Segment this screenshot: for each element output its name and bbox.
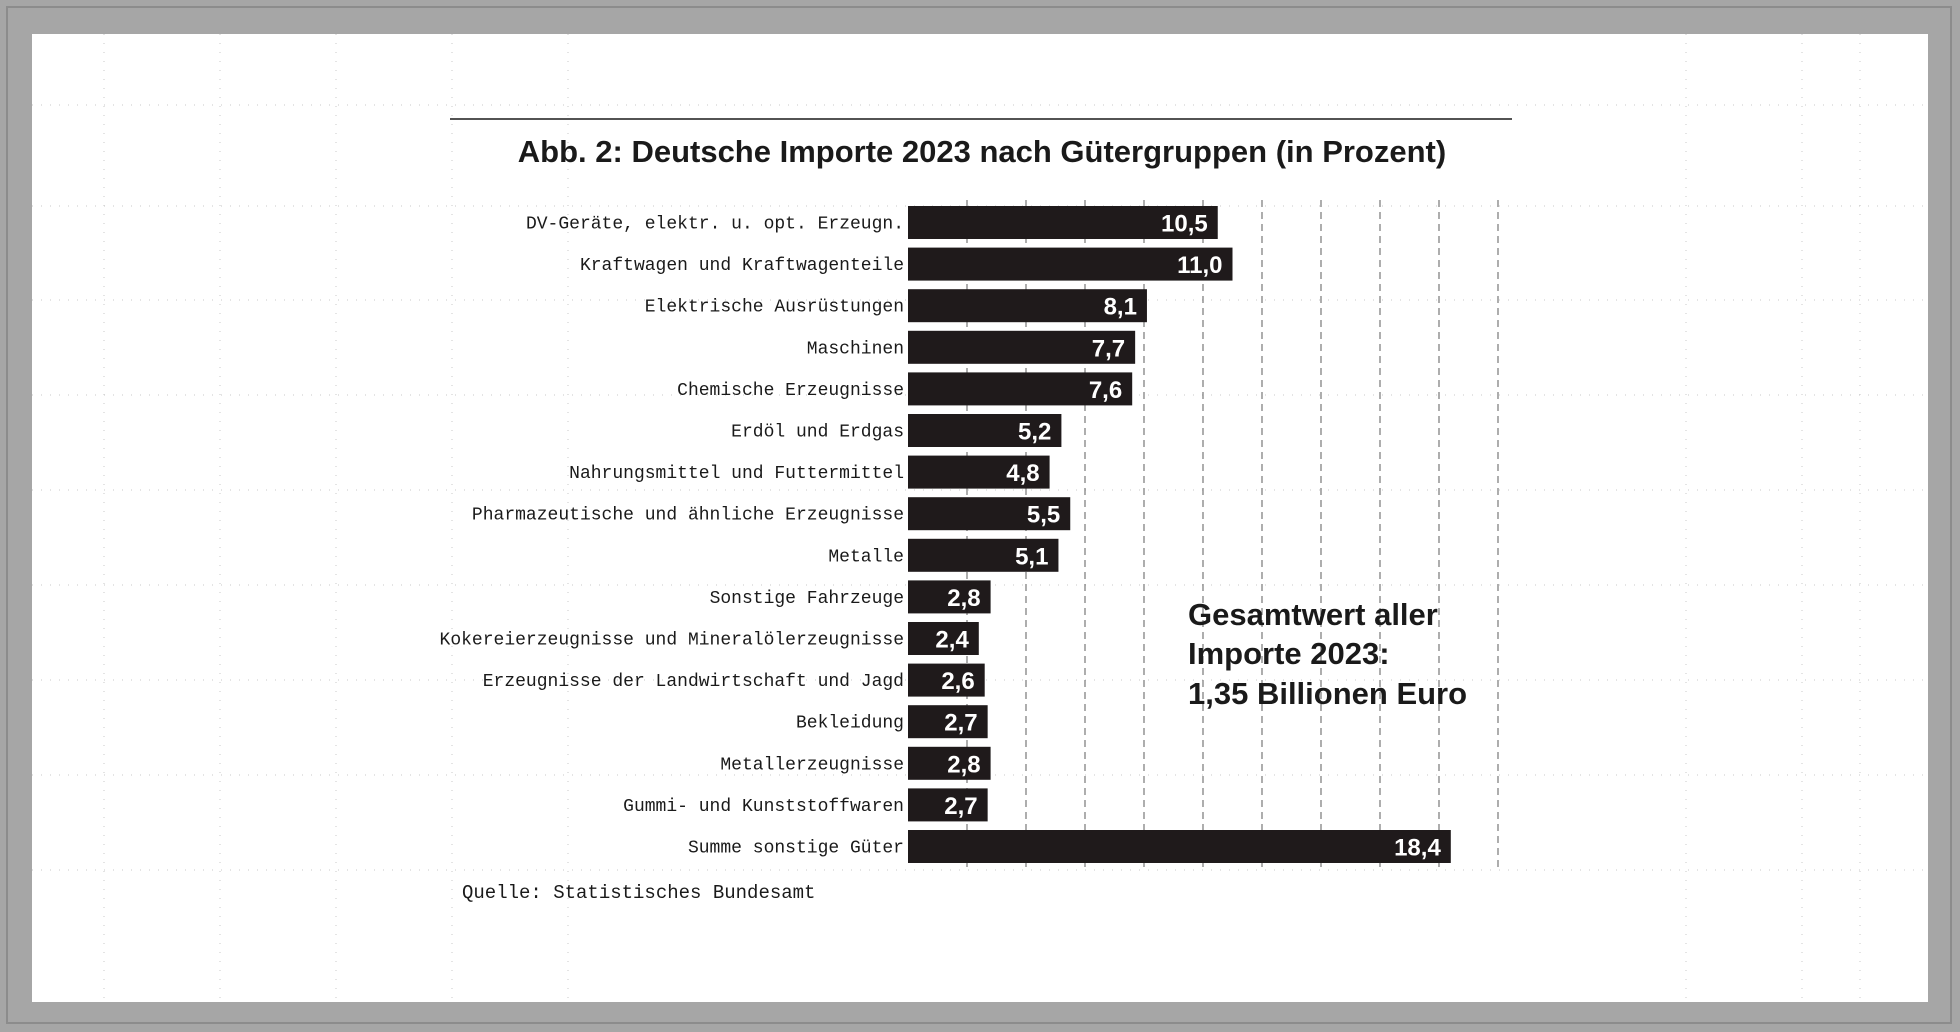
value-labels: 10,5 11,0 8,1 7,7 7,6 5,2 4,8 5,5 5,1 2,8 2,4 2,6 2,… bbox=[935, 211, 1441, 862]
value-label-13: 2,8 bbox=[947, 751, 980, 778]
source-note: Quelle: Statistisches Bundesamt bbox=[462, 882, 815, 904]
bar-4 bbox=[908, 372, 1133, 406]
category-label-10: Kokereierzeugnisse und Mineralölerzeugni… bbox=[440, 631, 904, 651]
bar-0 bbox=[908, 206, 1218, 239]
category-labels: DV-Geräte, elektr. u. opt. Erzeugn. Kraft… bbox=[440, 215, 904, 859]
bar-8 bbox=[908, 538, 1059, 572]
bar-12 bbox=[908, 705, 988, 739]
bar-10 bbox=[908, 622, 979, 655]
category-label-2: Elektrische Ausrüstungen bbox=[645, 298, 904, 318]
bar-7 bbox=[908, 497, 1071, 531]
value-label-1: 11,0 bbox=[1177, 252, 1222, 279]
chart-title: Abb. 2: Deutsche Importe 2023 nach Güter… bbox=[518, 134, 1446, 169]
value-label-11: 2,6 bbox=[941, 668, 974, 695]
value-label-10: 2,4 bbox=[935, 627, 969, 654]
bar-9 bbox=[908, 580, 991, 614]
category-label-11: Erzeugnisse der Landwirtschaft und Jagd bbox=[483, 672, 904, 692]
bar-3 bbox=[908, 330, 1136, 364]
category-label-12: Bekleidung bbox=[796, 714, 904, 734]
bar-13 bbox=[908, 746, 991, 780]
category-label-8: Metalle bbox=[828, 547, 904, 567]
value-label-5: 5,2 bbox=[1018, 419, 1051, 446]
value-label-15: 18,4 bbox=[1394, 835, 1441, 862]
bar-14 bbox=[908, 788, 988, 822]
bar-6 bbox=[908, 455, 1050, 489]
value-label-3: 7,7 bbox=[1092, 335, 1125, 362]
value-label-12: 2,7 bbox=[944, 710, 977, 737]
category-label-1: Kraftwagen und Kraftwagenteile bbox=[580, 256, 904, 276]
total-annotation-line-2: Importe 2023: bbox=[1188, 636, 1390, 671]
category-label-5: Erdöl und Erdgas bbox=[731, 423, 904, 443]
category-label-9: Sonstige Fahrzeuge bbox=[710, 589, 904, 609]
value-label-14: 2,7 bbox=[944, 793, 977, 820]
category-label-13: Metallerzeugnisse bbox=[720, 755, 904, 775]
value-label-4: 7,6 bbox=[1089, 377, 1122, 404]
value-label-9: 2,8 bbox=[947, 585, 980, 612]
value-label-2: 8,1 bbox=[1104, 294, 1137, 321]
value-label-6: 4,8 bbox=[1006, 460, 1039, 487]
category-label-14: Gummi- und Kunststoffwaren bbox=[623, 797, 904, 817]
frame-border bbox=[6, 6, 1952, 1024]
category-label-15: Summe sonstige Güter bbox=[688, 839, 904, 859]
category-label-7: Pharmazeutische und ähnliche Erzeugnisse bbox=[472, 506, 904, 526]
value-label-0: 10,5 bbox=[1161, 211, 1208, 238]
total-annotation-line-1: Gesamtwert aller bbox=[1188, 597, 1438, 632]
value-label-8: 5,1 bbox=[1015, 543, 1048, 570]
bar-15 bbox=[908, 830, 1451, 863]
chart-bars bbox=[908, 206, 1451, 863]
total-annotation-line-3: 1,35 Billionen Euro bbox=[1188, 676, 1467, 711]
category-label-4: Chemische Erzeugnisse bbox=[677, 381, 904, 401]
bar-5 bbox=[908, 414, 1062, 447]
category-label-6: Nahrungsmittel und Futtermittel bbox=[569, 464, 904, 484]
value-label-7: 5,5 bbox=[1027, 502, 1060, 529]
category-label-0: DV-Geräte, elektr. u. opt. Erzeugn. bbox=[526, 215, 904, 235]
bar-11 bbox=[908, 663, 985, 697]
category-label-3: Maschinen bbox=[807, 339, 904, 359]
bar-1 bbox=[908, 247, 1233, 281]
bar-2 bbox=[908, 289, 1147, 323]
